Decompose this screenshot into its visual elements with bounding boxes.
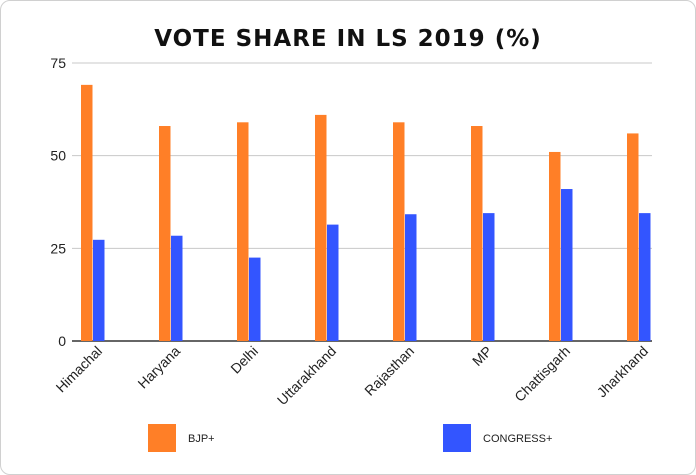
bar-bjp-mp (471, 126, 483, 341)
y-tick-label-25: 25 (50, 240, 66, 256)
x-label-himachal: Himachal (53, 343, 106, 396)
x-label-mp: MP (469, 343, 495, 369)
bar-congress-haryana (171, 235, 183, 341)
bar-bjp-himachal (81, 84, 93, 342)
bar-congress-chattisgarh (561, 189, 573, 341)
bar-bjp-rajasthan (393, 122, 405, 341)
bar-congress-rajasthan (405, 214, 417, 341)
chart-title: VOTE SHARE IN LS 2019 (%) (154, 26, 542, 52)
x-label-haryana: Haryana (134, 343, 183, 392)
legend-label-bjp: BJP+ (188, 433, 215, 445)
bar-bjp-jharkhand (627, 133, 639, 341)
bar-bjp-uttarakhand (315, 114, 327, 341)
x-label-chattisgarh: Chattisgarh (511, 343, 573, 405)
bar-congress-uttarakhand (327, 224, 339, 341)
bar-bjp-haryana (159, 126, 171, 341)
x-label-jharkhand: Jharkhand (594, 343, 652, 401)
legend-label-congress: CONGRESS+ (483, 433, 552, 445)
bar-congress-jharkhand (639, 213, 651, 341)
bar-congress-mp (483, 213, 495, 341)
bar-congress-delhi (249, 257, 261, 341)
x-axis-labels: Himachal Haryana Delhi Uttarakhand Rajasthan… (53, 343, 652, 408)
y-tick-label-0: 0 (58, 333, 66, 349)
bar-bjp-chattisgarh (549, 151, 561, 341)
legend: BJP+ CONGRESS+ (148, 424, 552, 452)
y-axis-ticks: 0 25 50 75 (50, 55, 66, 349)
bar-congress-himachal (93, 239, 105, 341)
x-label-delhi: Delhi (227, 343, 261, 377)
y-tick-label-50: 50 (50, 148, 66, 164)
x-label-rajasthan: Rajasthan (361, 343, 417, 399)
legend-swatch-congress (443, 424, 471, 452)
bar-bjp-delhi (237, 122, 249, 341)
legend-swatch-bjp (148, 424, 176, 452)
y-tick-label-75: 75 (50, 55, 66, 71)
bars (81, 84, 651, 342)
x-label-uttarakhand: Uttarakhand (274, 343, 339, 408)
